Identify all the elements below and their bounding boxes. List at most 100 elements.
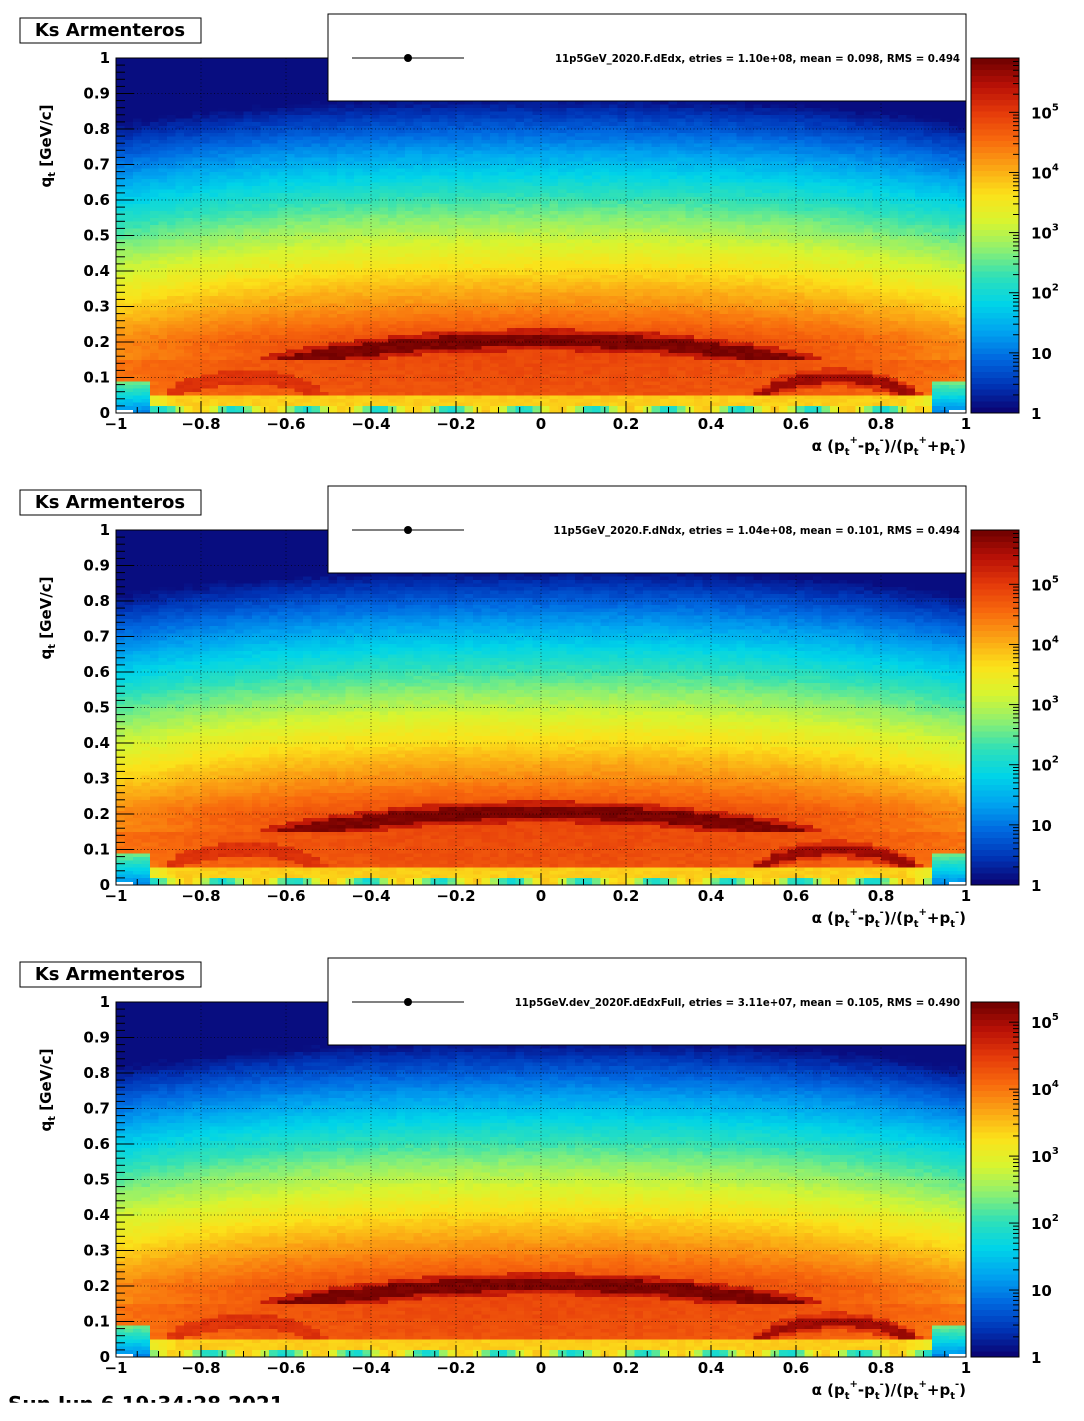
heatmap-cell [771, 360, 780, 364]
heatmap-cell [796, 356, 805, 360]
heatmap-cell [643, 367, 652, 371]
heatmap-cell [210, 399, 219, 403]
heatmap-cell [686, 353, 695, 357]
heatmap-cell [235, 349, 244, 353]
heatmap-cell [278, 360, 287, 364]
heatmap-cell [524, 395, 533, 399]
heatmap-cell [422, 363, 431, 367]
heatmap-cell [567, 395, 576, 399]
heatmap-cell [337, 381, 346, 385]
heatmap-cell [864, 381, 873, 385]
heatmap-cell [924, 370, 933, 374]
heatmap-cell [567, 402, 576, 406]
heatmap-cell [762, 402, 771, 406]
heatmap-cell [788, 388, 797, 392]
heatmap-cell [244, 399, 253, 403]
heatmap-cell [643, 374, 652, 378]
heatmap-cell [703, 385, 712, 389]
heatmap-cell [295, 349, 304, 353]
heatmap-cell [524, 353, 533, 357]
heatmap-cell [439, 399, 448, 403]
heatmap-cell [788, 399, 797, 403]
heatmap-cell [779, 399, 788, 403]
heatmap-cell [363, 363, 372, 367]
heatmap-cell [439, 363, 448, 367]
heatmap-cell [873, 378, 882, 382]
heatmap-cell [448, 367, 457, 371]
heatmap-cell [507, 367, 516, 371]
heatmap-cell [737, 356, 746, 360]
heatmap-cell [448, 370, 457, 374]
heatmap-cell [227, 356, 236, 360]
heatmap-cell [898, 385, 907, 389]
heatmap-cell [320, 360, 329, 364]
heatmap-cell [592, 381, 601, 385]
heatmap-cell [431, 378, 440, 382]
heatmap-cell [414, 370, 423, 374]
heatmap-cell [159, 363, 168, 367]
heatmap-cell [949, 406, 958, 410]
heatmap-cell [142, 395, 151, 399]
heatmap-cell [176, 353, 185, 357]
heatmap-cell [422, 406, 431, 410]
heatmap-cell [473, 353, 482, 357]
heatmap-cell [499, 402, 508, 406]
heatmap-cell [329, 363, 338, 367]
heatmap-cell [567, 378, 576, 382]
heatmap-cell [337, 356, 346, 360]
heatmap-cell [405, 395, 414, 399]
heatmap-cell [397, 395, 406, 399]
heatmap-cell [592, 360, 601, 364]
heatmap-cell [830, 378, 839, 382]
heatmap-cell [567, 392, 576, 396]
heatmap-cell [490, 392, 499, 396]
heatmap-cell [839, 381, 848, 385]
heatmap-cell [745, 378, 754, 382]
heatmap-cell [847, 378, 856, 382]
heatmap-cell [346, 356, 355, 360]
heatmap-cell [244, 388, 253, 392]
heatmap-cell [193, 367, 202, 371]
heatmap-cell [295, 356, 304, 360]
heatmap-cell [907, 378, 916, 382]
heatmap-cell [618, 399, 627, 403]
heatmap-cell [116, 363, 125, 367]
heatmap-cell [295, 370, 304, 374]
heatmap-cell [745, 385, 754, 389]
heatmap-cell [405, 406, 414, 410]
heatmap-cell [473, 399, 482, 403]
heatmap-cell [805, 378, 814, 382]
heatmap-cell [669, 406, 678, 410]
heatmap-cell [728, 356, 737, 360]
heatmap-cell [941, 388, 950, 392]
heatmap-cell [584, 406, 593, 410]
heatmap-cell [737, 374, 746, 378]
heatmap-cell [703, 399, 712, 403]
heatmap-cell [142, 388, 151, 392]
heatmap-cell [405, 402, 414, 406]
heatmap-cell [125, 388, 134, 392]
heatmap-cell [193, 363, 202, 367]
heatmap-cell [881, 363, 890, 367]
heatmap-cell [881, 356, 890, 360]
heatmap-cell [482, 367, 491, 371]
heatmap-cell [694, 392, 703, 396]
heatmap-cell [609, 388, 618, 392]
heatmap-cell [745, 392, 754, 396]
heatmap-cell [754, 367, 763, 371]
heatmap-cell [771, 395, 780, 399]
heatmap-cell [592, 385, 601, 389]
heatmap-cell [847, 385, 856, 389]
heatmap-cell [482, 360, 491, 364]
heatmap-cell [431, 402, 440, 406]
heatmap-cell [915, 381, 924, 385]
heatmap-cell [873, 360, 882, 364]
heatmap-cell [371, 399, 380, 403]
heatmap-cell [125, 349, 134, 353]
heatmap-cell [533, 388, 542, 392]
heatmap-cell [703, 374, 712, 378]
heatmap-cell [482, 406, 491, 410]
heatmap-cell [873, 406, 882, 410]
heatmap-cell [660, 406, 669, 410]
heatmap-cell [584, 370, 593, 374]
